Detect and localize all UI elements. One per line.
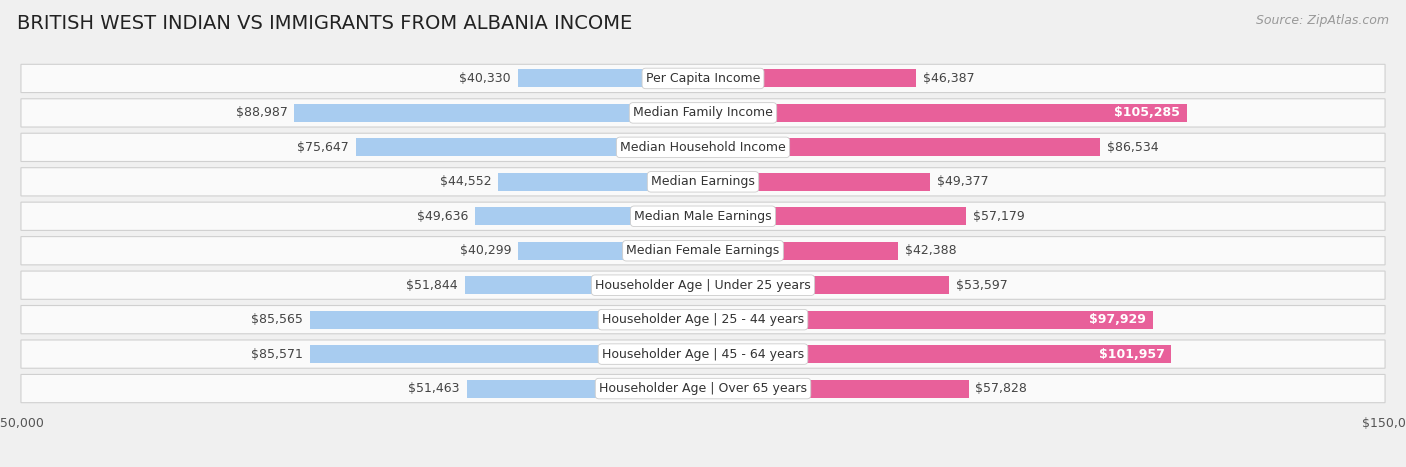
Bar: [703, 104, 1187, 122]
Text: $75,647: $75,647: [297, 141, 349, 154]
Bar: [703, 173, 929, 191]
FancyBboxPatch shape: [21, 271, 1385, 299]
Text: $42,388: $42,388: [904, 244, 956, 257]
Bar: [475, 207, 703, 225]
FancyBboxPatch shape: [21, 202, 1385, 230]
Bar: [703, 345, 1171, 363]
Text: $51,463: $51,463: [408, 382, 460, 395]
FancyBboxPatch shape: [21, 99, 1385, 127]
Bar: [309, 345, 703, 363]
FancyBboxPatch shape: [21, 168, 1385, 196]
Text: $40,299: $40,299: [460, 244, 510, 257]
Text: Median Female Earnings: Median Female Earnings: [627, 244, 779, 257]
Bar: [703, 207, 966, 225]
Text: Householder Age | Under 25 years: Householder Age | Under 25 years: [595, 279, 811, 292]
Text: Median Earnings: Median Earnings: [651, 175, 755, 188]
Bar: [467, 380, 703, 397]
Text: $46,387: $46,387: [922, 72, 974, 85]
Bar: [465, 276, 703, 294]
Text: $85,571: $85,571: [252, 347, 304, 361]
FancyBboxPatch shape: [21, 375, 1385, 403]
Bar: [517, 70, 703, 87]
Bar: [703, 70, 917, 87]
Bar: [294, 104, 703, 122]
Text: Median Household Income: Median Household Income: [620, 141, 786, 154]
Bar: [703, 138, 1101, 156]
Text: $49,636: $49,636: [416, 210, 468, 223]
FancyBboxPatch shape: [21, 305, 1385, 334]
Text: Median Male Earnings: Median Male Earnings: [634, 210, 772, 223]
Text: $101,957: $101,957: [1098, 347, 1164, 361]
Bar: [703, 311, 1153, 329]
Bar: [703, 242, 897, 260]
Text: $57,828: $57,828: [976, 382, 1028, 395]
Text: $53,597: $53,597: [956, 279, 1008, 292]
Text: $40,330: $40,330: [460, 72, 510, 85]
Text: $44,552: $44,552: [440, 175, 492, 188]
FancyBboxPatch shape: [21, 64, 1385, 92]
Text: Source: ZipAtlas.com: Source: ZipAtlas.com: [1256, 14, 1389, 27]
Text: Median Family Income: Median Family Income: [633, 106, 773, 120]
Bar: [517, 242, 703, 260]
Text: Per Capita Income: Per Capita Income: [645, 72, 761, 85]
Text: $49,377: $49,377: [936, 175, 988, 188]
Bar: [356, 138, 703, 156]
Text: $88,987: $88,987: [236, 106, 287, 120]
Text: $105,285: $105,285: [1114, 106, 1180, 120]
Text: $85,565: $85,565: [252, 313, 304, 326]
FancyBboxPatch shape: [21, 237, 1385, 265]
FancyBboxPatch shape: [21, 340, 1385, 368]
Text: $86,534: $86,534: [1108, 141, 1159, 154]
Bar: [703, 380, 969, 397]
Text: Householder Age | Over 65 years: Householder Age | Over 65 years: [599, 382, 807, 395]
Text: $51,844: $51,844: [406, 279, 458, 292]
Bar: [498, 173, 703, 191]
Text: $97,929: $97,929: [1090, 313, 1146, 326]
Text: Householder Age | 45 - 64 years: Householder Age | 45 - 64 years: [602, 347, 804, 361]
Text: Householder Age | 25 - 44 years: Householder Age | 25 - 44 years: [602, 313, 804, 326]
FancyBboxPatch shape: [21, 133, 1385, 162]
Bar: [703, 276, 949, 294]
Text: BRITISH WEST INDIAN VS IMMIGRANTS FROM ALBANIA INCOME: BRITISH WEST INDIAN VS IMMIGRANTS FROM A…: [17, 14, 633, 33]
Text: $57,179: $57,179: [973, 210, 1024, 223]
Bar: [309, 311, 703, 329]
